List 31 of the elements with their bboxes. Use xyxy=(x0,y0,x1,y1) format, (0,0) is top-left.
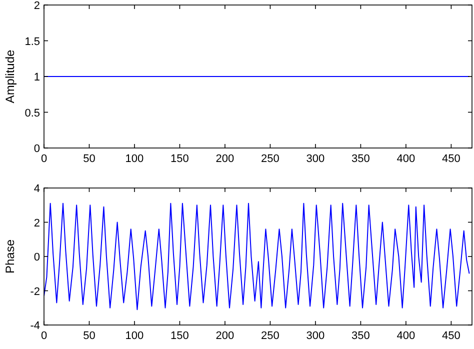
x-tick-label: 200 xyxy=(216,153,234,165)
y-tick-label: 0.5 xyxy=(24,107,40,120)
x-tick-label: 150 xyxy=(170,153,189,165)
x-tick-label: 450 xyxy=(442,330,460,342)
x-tick-label: 200 xyxy=(216,330,234,342)
x-tick-label: 300 xyxy=(306,330,325,342)
x-tick-label: 250 xyxy=(261,330,280,342)
y-tick-label: -2 xyxy=(30,286,40,298)
x-tick-label: 150 xyxy=(170,330,189,342)
y-axis-title: Amplitude xyxy=(3,50,17,104)
x-tick-label: 400 xyxy=(396,330,416,342)
y-tick-label: -4 xyxy=(30,320,40,332)
x-tick-label: 350 xyxy=(352,153,370,165)
x-tick-label: 50 xyxy=(83,153,96,165)
x-tick-label: 300 xyxy=(306,153,325,165)
x-tick-label: 100 xyxy=(125,330,144,342)
y-tick-label: 0 xyxy=(34,143,40,155)
y-tick-label: 4 xyxy=(34,183,40,195)
y-axis-title: Phase xyxy=(3,239,17,274)
y-tick-label: 1 xyxy=(34,72,40,84)
x-tick-label: 450 xyxy=(442,153,460,165)
y-tick-label: 0 xyxy=(34,252,40,264)
y-tick-label: 1.5 xyxy=(24,36,40,48)
line-series xyxy=(44,202,470,310)
y-tick-label: 2 xyxy=(34,0,40,12)
x-tick-label: 50 xyxy=(83,330,96,342)
x-tick-label: 400 xyxy=(396,153,416,165)
x-tick-label: 100 xyxy=(125,153,144,165)
x-tick-label: 250 xyxy=(261,153,280,165)
y-tick-label: 2 xyxy=(34,217,40,230)
x-tick-label: 350 xyxy=(352,330,370,342)
